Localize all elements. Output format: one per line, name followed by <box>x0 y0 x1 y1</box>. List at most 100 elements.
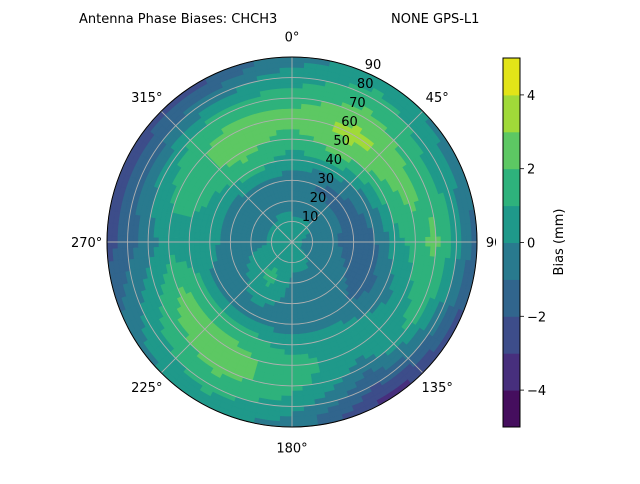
contour-cell <box>200 245 206 252</box>
contour-cell <box>298 150 305 156</box>
contour-cell <box>292 386 302 391</box>
contour-cell <box>284 134 292 139</box>
radial-tick-label: 90 <box>365 58 382 73</box>
contour-cell <box>174 230 180 238</box>
contour-cell <box>364 245 369 251</box>
contour-cell <box>292 416 305 422</box>
colorbar-band <box>503 132 520 169</box>
contour-cell <box>292 319 298 324</box>
contour-cell <box>420 246 426 255</box>
colorbar-band <box>503 95 520 132</box>
contour-cell <box>153 247 159 257</box>
contour-cell <box>292 304 297 309</box>
contour-cell <box>215 234 220 240</box>
contour-cell <box>283 370 292 375</box>
contour-cell <box>374 233 380 239</box>
contour-cell <box>285 144 292 149</box>
contour-cell <box>384 232 390 239</box>
contour-cell <box>292 180 296 185</box>
colorbar-tick-label: −4 <box>527 384 546 399</box>
contour-cell <box>282 98 292 103</box>
contour-cell <box>292 370 301 375</box>
angular-tick-label: 45° <box>426 91 449 106</box>
contour-cell <box>282 386 292 391</box>
contour-cell <box>283 365 292 370</box>
contour-cell <box>281 401 292 407</box>
contour-cell <box>292 401 303 407</box>
contour-cell <box>292 139 299 144</box>
contour-cell <box>292 62 305 68</box>
contour-cell <box>292 350 300 355</box>
contour-cell <box>282 170 287 176</box>
contour-cell <box>384 245 390 252</box>
contour-cell <box>281 83 292 89</box>
contour-cell <box>210 245 216 251</box>
contour-cell <box>288 185 292 190</box>
contour-cell <box>281 78 292 84</box>
radial-tick-label: 20 <box>310 191 327 206</box>
contour-cell <box>353 235 358 240</box>
contour-cell <box>292 160 298 165</box>
contour-cell <box>286 329 292 334</box>
contour-cell <box>288 191 292 196</box>
contour-cell <box>364 234 369 240</box>
contour-cell <box>241 244 246 248</box>
contour-cell <box>292 411 304 417</box>
contour-cell <box>292 170 297 175</box>
contour-cell <box>158 228 164 237</box>
contour-cell <box>298 329 305 335</box>
contour-cell <box>200 232 206 239</box>
contour-cell <box>292 144 299 149</box>
colorbar-band <box>503 390 520 427</box>
contour-cell <box>179 230 185 238</box>
contour-cell <box>194 232 200 239</box>
contour-cell <box>287 304 292 309</box>
contour-cell <box>296 293 300 299</box>
contour-cell <box>205 245 211 251</box>
contour-cell <box>282 380 292 385</box>
contour-cell <box>292 93 302 98</box>
contour-cell <box>292 324 298 329</box>
colorbar-band <box>503 58 520 95</box>
colorbar-tick-label: −2 <box>527 310 546 325</box>
contour-cell <box>286 150 292 155</box>
contour-cell <box>338 237 343 241</box>
contour-cell <box>343 236 348 240</box>
contour-cell <box>284 355 292 360</box>
radial-tick-label: 50 <box>333 134 350 149</box>
contour-cell <box>292 78 303 84</box>
contour-cell <box>251 243 256 246</box>
contour-cell <box>284 129 292 134</box>
contour-cell <box>284 124 292 129</box>
angular-tick-label: 0° <box>285 31 300 46</box>
contour-cell <box>292 83 303 89</box>
contour-cell <box>404 246 410 254</box>
contour-cell <box>358 234 363 239</box>
contour-cell <box>158 246 164 255</box>
contour-cell <box>220 249 226 255</box>
contour-cell <box>292 108 301 113</box>
angular-tick-label: 180° <box>276 441 307 456</box>
contour-cell <box>283 114 292 119</box>
contour-cell <box>420 228 426 237</box>
contour-cell <box>179 246 185 254</box>
contour-cell <box>279 421 292 427</box>
contour-cell <box>425 227 431 237</box>
polar-grid <box>107 57 477 427</box>
contour-cell <box>246 243 251 246</box>
contour-cell <box>283 360 292 365</box>
contour-cell <box>279 329 286 335</box>
contour-cell <box>283 119 292 124</box>
contour-cell <box>399 246 405 254</box>
contour-cell <box>280 411 292 417</box>
contour-cell <box>279 416 292 422</box>
radial-tick-label: 70 <box>349 96 366 111</box>
contour-cell <box>174 246 180 254</box>
contour-cell <box>285 339 292 344</box>
contour-cell <box>292 165 297 170</box>
contour-cell <box>194 245 200 252</box>
contour-cell <box>404 230 410 238</box>
contour-cell <box>287 170 292 175</box>
